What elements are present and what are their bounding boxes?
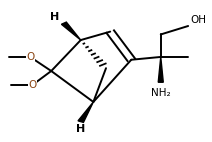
Text: O: O	[28, 80, 36, 90]
Text: H: H	[76, 124, 85, 134]
Polygon shape	[78, 102, 93, 122]
Polygon shape	[61, 22, 81, 40]
Text: H: H	[50, 12, 60, 22]
Text: OH: OH	[190, 15, 206, 25]
Text: O: O	[26, 52, 34, 62]
Polygon shape	[158, 57, 163, 82]
Text: NH₂: NH₂	[151, 88, 171, 98]
